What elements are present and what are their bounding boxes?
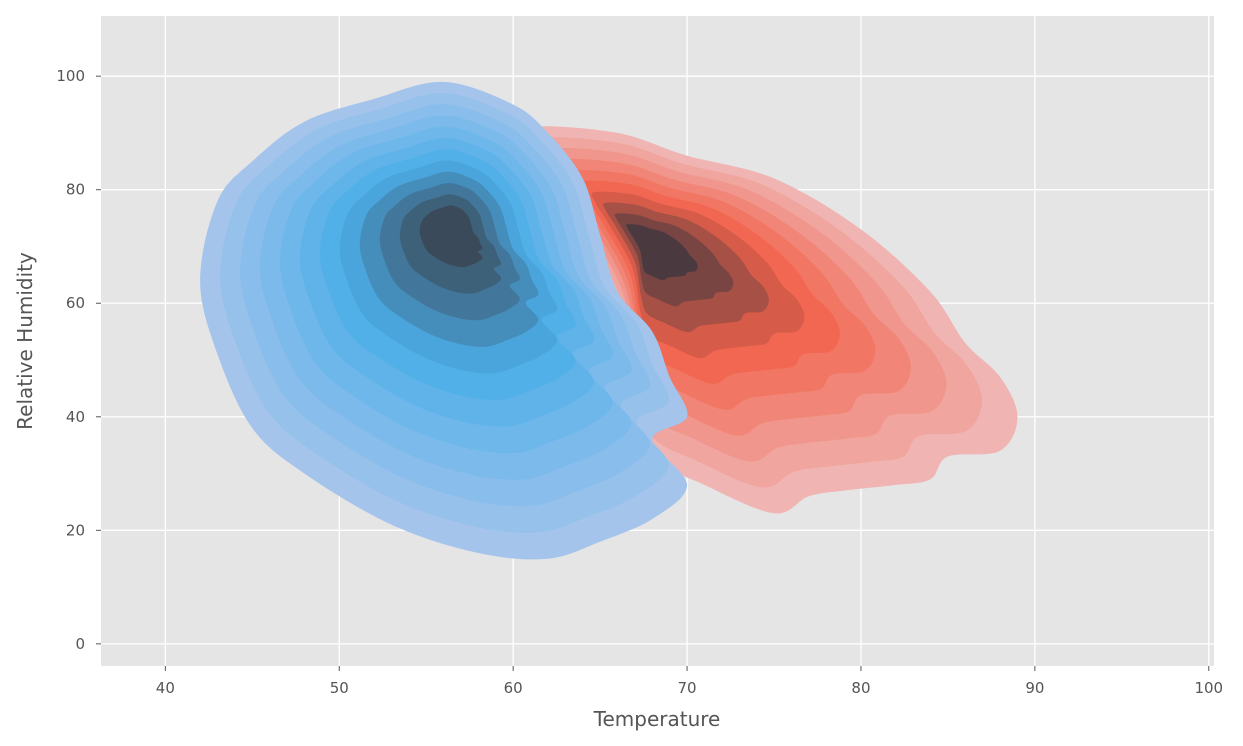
y-tick-label: 40 — [66, 408, 85, 426]
y-tick-label: 60 — [66, 294, 85, 312]
x-tick-label: 50 — [330, 679, 349, 697]
y-tick-label: 80 — [66, 181, 85, 199]
x-tick-label: 70 — [678, 679, 697, 697]
kde-series-2 — [200, 81, 688, 560]
y-tick-label: 100 — [56, 67, 85, 85]
y-tick-label: 20 — [66, 521, 85, 539]
x-tick-label: 80 — [851, 679, 870, 697]
x-tick-label: 90 — [1025, 679, 1044, 697]
x-tick-label: 40 — [156, 679, 175, 697]
x-axis-title: Temperature — [593, 707, 721, 731]
x-tick-label: 60 — [504, 679, 523, 697]
kde-contour-level — [419, 205, 483, 268]
x-tick-label: 100 — [1194, 679, 1223, 697]
kde-layers — [200, 81, 1018, 560]
y-tick-label: 0 — [75, 635, 85, 653]
y-axis-title: Relative Humidity — [13, 252, 37, 430]
x-axis: 40 50 60 70 80 90 100 — [156, 666, 1223, 697]
kde-contour-level — [626, 224, 698, 281]
y-axis: 0 20 40 60 80 100 — [56, 67, 101, 653]
